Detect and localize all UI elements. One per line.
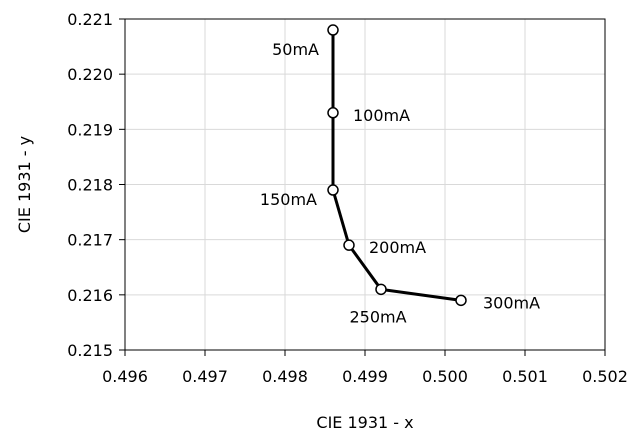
y-tick-label: 0.220 xyxy=(67,65,113,84)
series-group: 50mA 100mA 150mA 200mA 250mA 300mA xyxy=(260,24,540,326)
y-tick-label: 0.218 xyxy=(67,176,113,195)
y-axis-ticks: 0.215 0.216 0.217 0.218 0.219 0.220 0.221 xyxy=(67,10,125,360)
data-point-marker xyxy=(327,107,339,119)
data-point-label: 200mA xyxy=(369,238,426,257)
data-point-label: 50mA xyxy=(272,40,319,59)
y-tick-label: 0.215 xyxy=(67,341,113,360)
y-tick-label: 0.216 xyxy=(67,286,113,305)
data-point-label: 100mA xyxy=(353,106,410,125)
x-tick-label: 0.497 xyxy=(182,367,228,386)
x-tick-label: 0.501 xyxy=(502,367,548,386)
x-axis-title: CIE 1931 - x xyxy=(316,413,413,432)
y-axis-title: CIE 1931 - y xyxy=(15,136,34,233)
y-tick-label: 0.217 xyxy=(67,231,113,250)
x-tick-label: 0.496 xyxy=(102,367,148,386)
y-tick-label: 0.221 xyxy=(67,10,113,29)
data-point-label: 150mA xyxy=(260,190,317,209)
data-point-marker xyxy=(375,283,387,296)
data-point-label: 300mA xyxy=(483,293,540,312)
data-point-marker xyxy=(327,24,339,36)
data-point-marker xyxy=(343,239,355,251)
x-axis-ticks: 0.496 0.497 0.498 0.499 0.500 0.501 0.502 xyxy=(102,350,628,386)
x-tick-label: 0.499 xyxy=(342,367,388,386)
data-point-marker xyxy=(327,184,339,196)
data-point-label: 250mA xyxy=(349,307,406,326)
data-point-marker xyxy=(455,294,467,307)
y-tick-label: 0.219 xyxy=(67,120,113,139)
x-tick-label: 0.498 xyxy=(262,367,308,386)
series-line xyxy=(331,30,462,302)
x-tick-label: 0.500 xyxy=(422,367,468,386)
x-tick-label: 0.502 xyxy=(582,367,628,386)
